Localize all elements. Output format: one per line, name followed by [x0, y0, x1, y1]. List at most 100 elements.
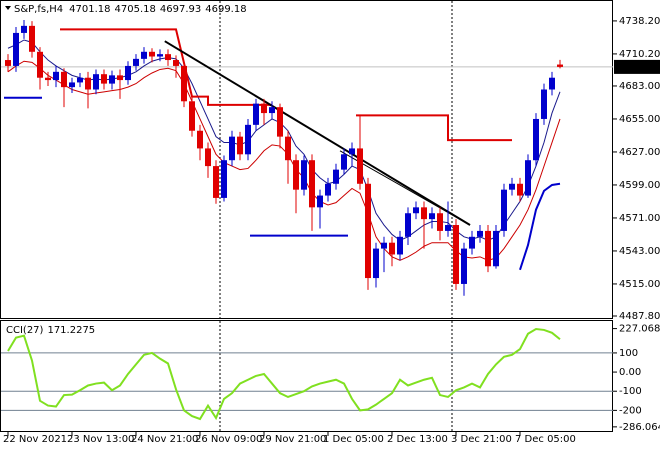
y-tick-label: 4515.00 [619, 279, 660, 290]
y-tick-label: 4738.20 [619, 16, 660, 27]
candle-body [309, 160, 315, 208]
candle-body [245, 124, 251, 155]
candle-body [405, 213, 411, 237]
candle-body [389, 242, 395, 255]
candle-body [517, 183, 523, 196]
candle-body [165, 54, 171, 61]
candle-body [349, 148, 355, 155]
candle-body [269, 107, 275, 114]
candle-body [101, 74, 107, 84]
candle-body [437, 213, 443, 231]
x-tick-label: 3 Dec 21:00 [451, 434, 512, 445]
y-tick-label: 4599.00 [619, 180, 660, 191]
candle-body [77, 77, 83, 83]
candle-body [21, 25, 27, 33]
y-tick-label: 4543.00 [619, 246, 660, 257]
chart-title: S&P,fs,H4 4701.18 4705.18 4697.93 4699.18 [14, 4, 247, 15]
candle-body [37, 51, 43, 78]
candle-body [261, 103, 267, 114]
candle-body [445, 225, 451, 231]
candle-body [13, 32, 19, 66]
ohlc-high: 4705.18 [115, 4, 156, 15]
candle-body [29, 25, 35, 52]
candle-body [333, 169, 339, 184]
cci-line [7, 327, 561, 421]
candle-body [149, 51, 155, 57]
candle-body [141, 51, 147, 59]
candle-body [61, 71, 67, 88]
x-tick-label: 24 Nov 21:00 [131, 434, 198, 445]
symbol: S&P,fs,H4 [14, 4, 63, 15]
x-tick-label: 29 Nov 21:00 [259, 434, 326, 445]
y-tick-label: 0.00 [619, 367, 641, 378]
candle-body [197, 130, 203, 149]
x-tick-label: 2 Dec 13:00 [387, 434, 448, 445]
candle-body [205, 148, 211, 167]
candle-body [229, 136, 235, 161]
candle-body [477, 230, 483, 237]
candle-body [525, 160, 531, 196]
candle-body [181, 65, 187, 102]
level-line [356, 114, 512, 142]
candle-body [469, 236, 475, 249]
candle-body [45, 77, 51, 81]
candle-body [421, 207, 427, 220]
y-tick-label: 4487.80 [619, 311, 660, 322]
price-tag-label: 4699.18 [617, 62, 658, 73]
x-tick-label: 7 Dec 05:00 [515, 434, 576, 445]
candle-body [485, 230, 491, 267]
candle-body [397, 236, 403, 255]
ohlc-open: 4701.18 [69, 4, 110, 15]
candle-body [533, 118, 539, 161]
candle-body [301, 160, 307, 190]
candle-body [189, 101, 195, 131]
candle-body [557, 64, 563, 67]
y-tick-label: 4571.00 [619, 213, 660, 224]
indicator-value: 171.2275 [47, 325, 95, 336]
overlay-line [7, 60, 561, 261]
candle-body [461, 248, 467, 284]
y-tick-label: 227.0686 [619, 324, 660, 335]
candle-body [5, 60, 11, 66]
candle-body [133, 58, 139, 66]
candle-body [253, 103, 259, 125]
y-tick-label: 4627.00 [619, 147, 660, 158]
ohlc-low: 4697.93 [160, 4, 201, 15]
candle-body [69, 82, 75, 88]
candle-body [501, 189, 507, 231]
ohlc-close: 4699.18 [205, 4, 246, 15]
candle-body [117, 75, 123, 81]
candle-body [213, 166, 219, 198]
indicator-name: CCI(27) [6, 325, 44, 336]
candle-body [429, 213, 435, 220]
candle-body [541, 89, 547, 119]
candle-body [381, 242, 387, 249]
candle-body [341, 154, 347, 170]
candle-body [453, 225, 459, 284]
candle-body [93, 74, 99, 90]
y-tick-label: 4683.00 [619, 81, 660, 92]
cci-panel [0, 320, 613, 432]
y-tick-label: -100 [619, 386, 642, 397]
candle-body [237, 136, 243, 155]
candle-body [109, 75, 115, 84]
level-line [164, 40, 471, 226]
y-tick-label: -286.0641 [619, 422, 660, 433]
x-tick-label: 23 Nov 13:00 [67, 434, 134, 445]
price-tag [614, 59, 660, 74]
candle-body [173, 60, 179, 66]
indicator-title: CCI(27) 171.2275 [6, 325, 95, 336]
candle-body [53, 71, 59, 81]
x-tick-label: 22 Nov 2021 [3, 434, 67, 445]
level-line [60, 28, 272, 106]
candle-body [549, 77, 555, 90]
candle-body [509, 183, 515, 190]
x-tick-label: 1 Dec 05:00 [323, 434, 384, 445]
candle-body [373, 248, 379, 279]
candle-body [277, 107, 283, 137]
x-tick-label: 26 Nov 09:00 [195, 434, 262, 445]
overlay-line [7, 39, 561, 241]
candle-body [125, 65, 131, 81]
candle-body [365, 183, 371, 279]
